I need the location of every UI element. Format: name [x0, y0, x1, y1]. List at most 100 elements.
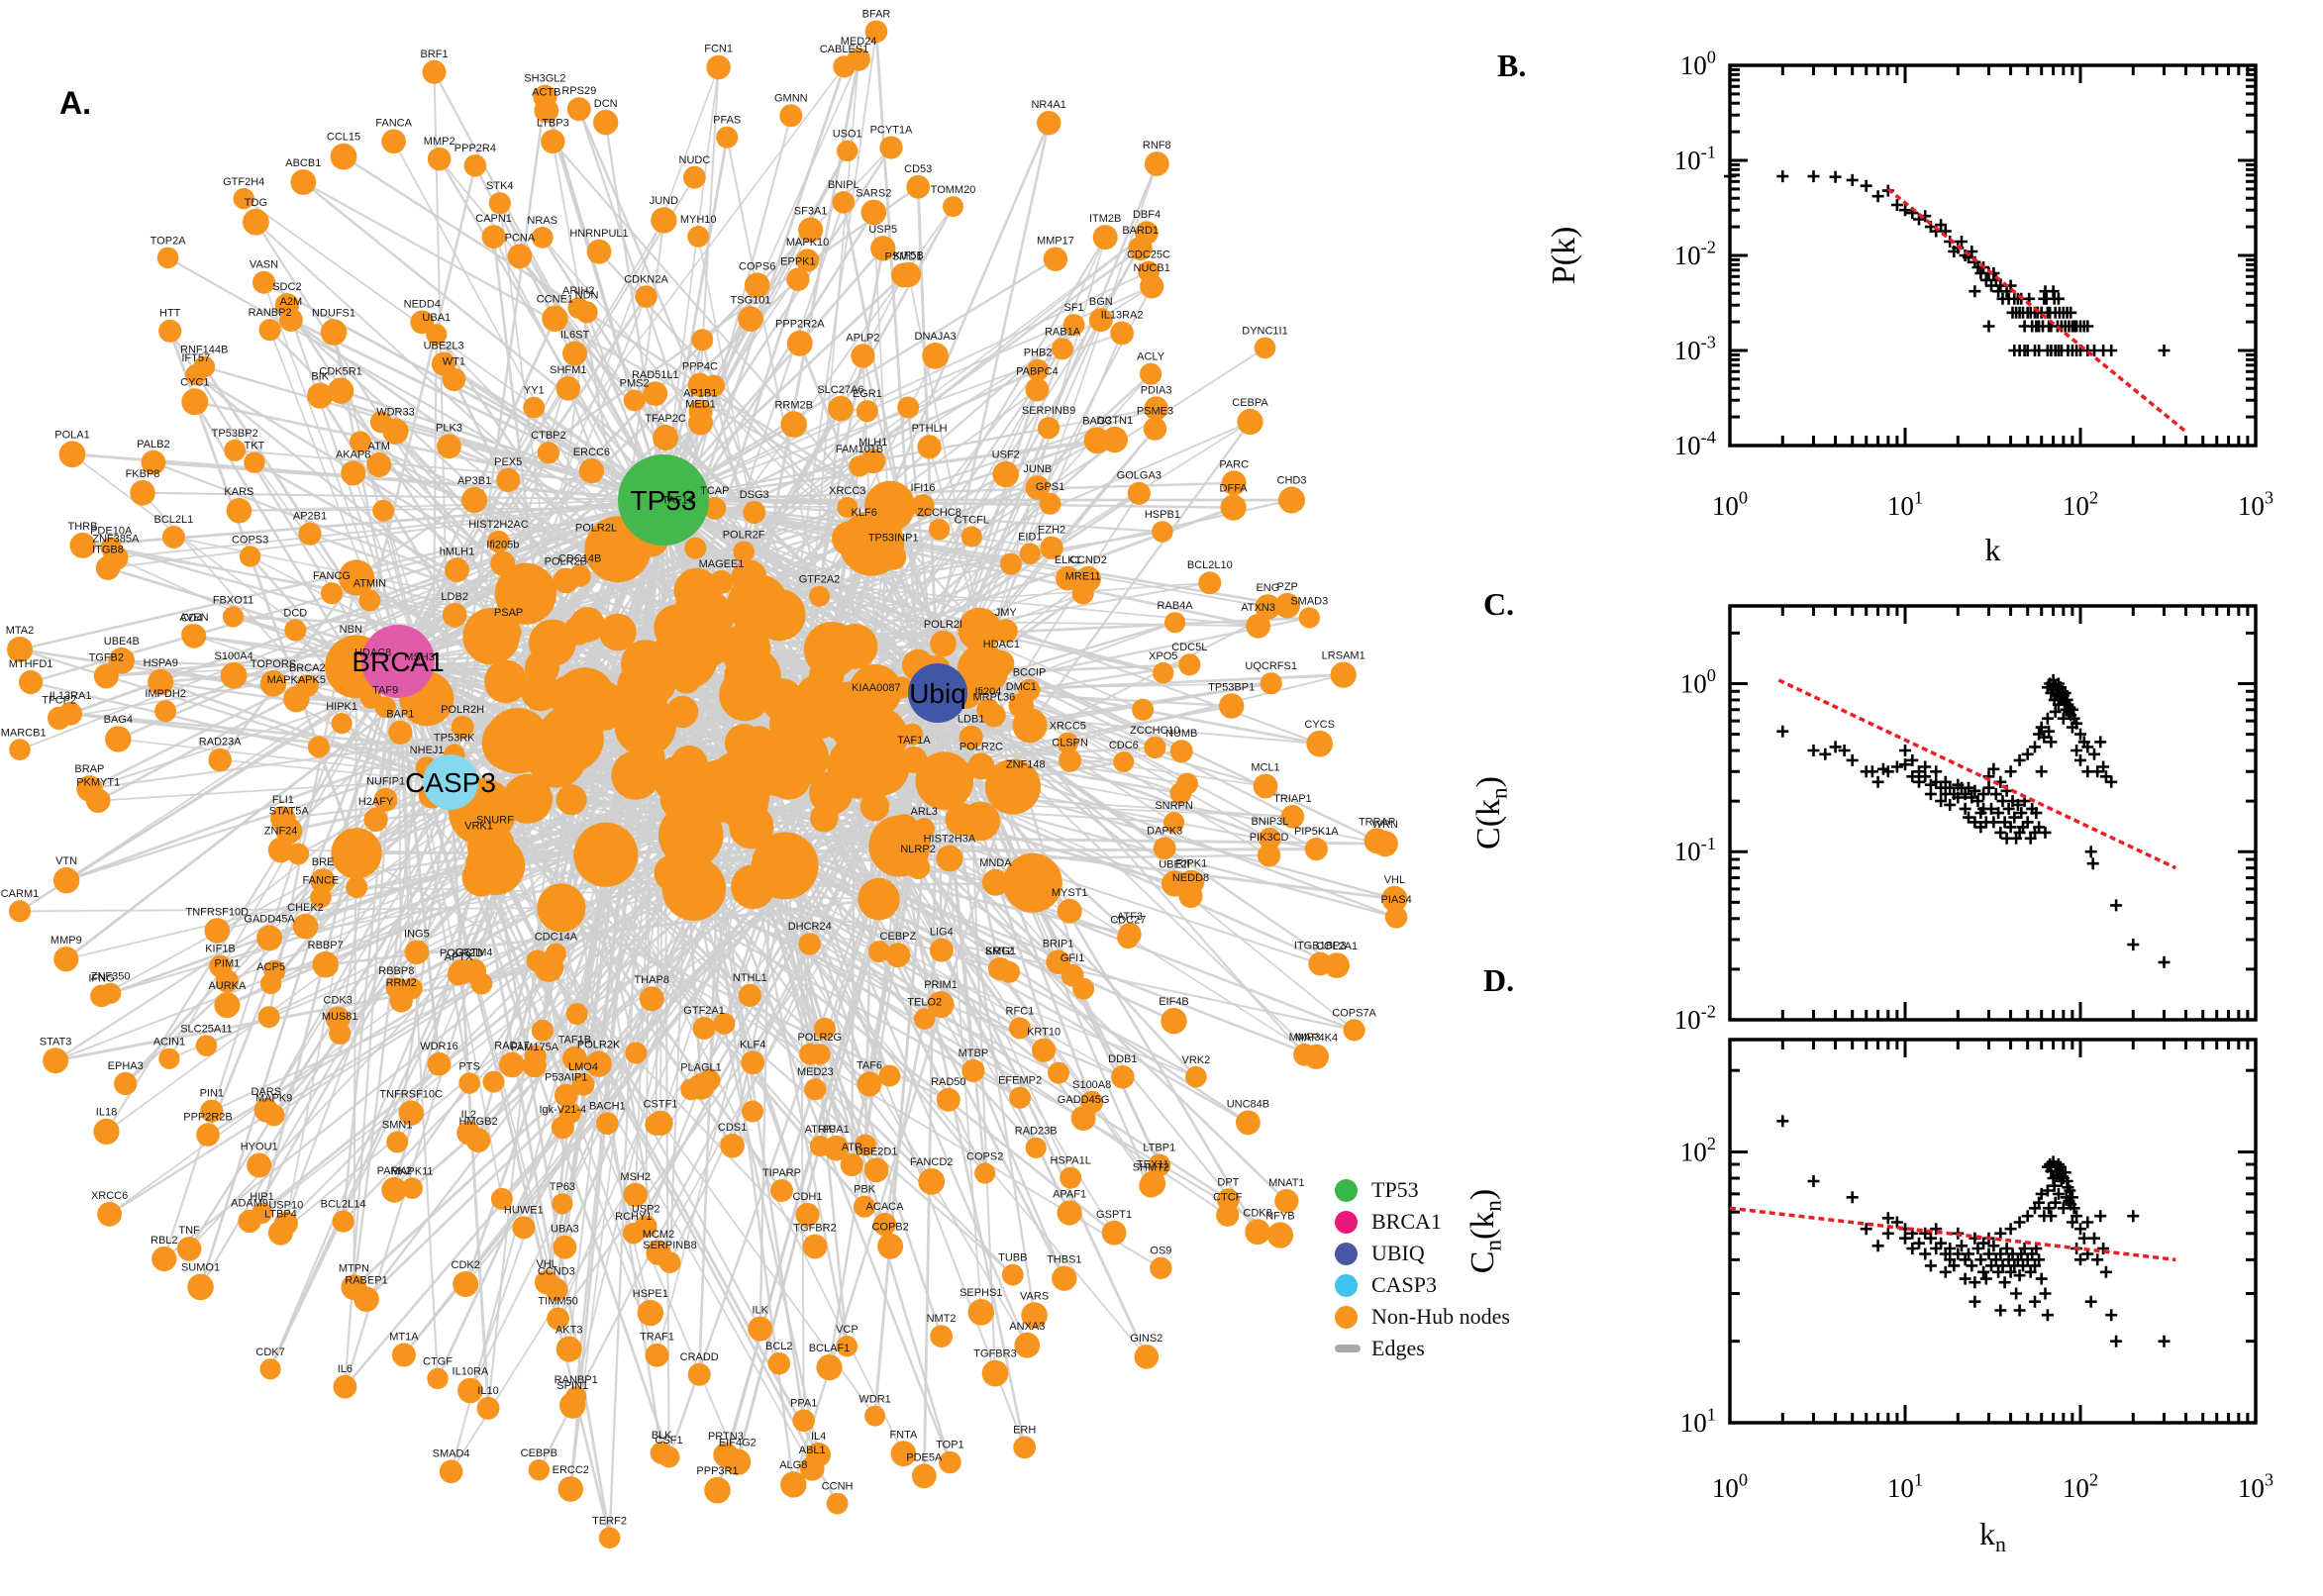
- network-node: [259, 670, 287, 697]
- network-node-label: HIP1: [250, 1191, 273, 1203]
- network-node-label: CDK3: [324, 995, 353, 1007]
- network-node-label: EIF4G2: [719, 1437, 757, 1448]
- network-node-label: PLK3: [436, 422, 462, 434]
- network-node: [130, 480, 155, 506]
- network-node: [200, 1099, 224, 1123]
- network-node-label: HUWE1: [504, 1204, 544, 1216]
- network-node-label: XRCC3: [829, 485, 865, 497]
- network-edge: [202, 365, 400, 662]
- network-edge: [548, 966, 876, 1417]
- network-node-label: BCL2: [765, 1341, 793, 1352]
- network-node-label: PHB2: [1024, 348, 1053, 359]
- network-node-label: IL6: [338, 1363, 353, 1375]
- network-edge: [701, 339, 795, 726]
- network-node-label: FAM101B: [836, 444, 883, 455]
- network-node-label: ATRIP: [805, 1124, 837, 1136]
- network-node-label: PPP2R2B: [183, 1111, 233, 1123]
- network-node: [193, 355, 216, 378]
- network-node-label: VARS: [1020, 1290, 1049, 1302]
- network-node: [733, 541, 755, 563]
- network-node: [688, 399, 713, 424]
- network-node: [586, 239, 612, 264]
- network-edge: [342, 660, 400, 1222]
- network-node: [1278, 486, 1305, 514]
- network-node-label: LTBP3: [537, 118, 569, 130]
- network-node-label: UBE2I: [1159, 858, 1190, 870]
- network-node: [105, 726, 132, 752]
- network-node: [239, 546, 261, 567]
- network-edge: [253, 461, 399, 662]
- network-node-label: ACP5: [256, 961, 285, 973]
- network-node-label: ZCCHC8: [917, 507, 961, 519]
- network-node-label: HMGB2: [458, 1116, 497, 1128]
- network-node: [1027, 358, 1050, 381]
- scatter-points-C: [1776, 673, 2171, 968]
- network-node: [279, 308, 303, 332]
- network-node: [259, 1358, 281, 1380]
- network-node-label: BRCA2: [289, 662, 326, 674]
- network-node-label: DARS: [252, 1086, 282, 1098]
- network-node-label: HIST2H2AC: [468, 519, 529, 531]
- network-node-label: MTHFD1: [9, 658, 53, 670]
- y-tick-label: 10-1: [1674, 834, 1716, 866]
- network-node-label: CTGF: [423, 1356, 453, 1368]
- network-node: [499, 1051, 525, 1078]
- network-node: [930, 630, 957, 657]
- network-node: [1019, 543, 1042, 564]
- network-node-label: RAD23A: [199, 737, 242, 748]
- network-core-node: [573, 822, 639, 887]
- network-node: [1236, 1110, 1261, 1136]
- network-node-label: ERCC2: [553, 1464, 589, 1476]
- panel-c-label: C.: [1483, 586, 1515, 622]
- network-node-label: MSH3: [404, 651, 435, 663]
- network-edge: [480, 876, 813, 1469]
- network-node: [381, 129, 406, 154]
- network-node: [545, 943, 567, 964]
- network-node-label: UBA3: [551, 1224, 579, 1236]
- network-edge: [449, 781, 490, 1409]
- network-node: [456, 1121, 481, 1146]
- network-node: [584, 534, 608, 557]
- network-node: [645, 1343, 669, 1367]
- network-node: [906, 854, 931, 880]
- network-node-label: PDIA3: [1141, 384, 1172, 396]
- network-node-label: SPIN1: [556, 1380, 588, 1392]
- network-core-node: [614, 694, 677, 756]
- network-node-label: MNAT1: [1268, 1177, 1304, 1189]
- network-node: [252, 270, 275, 294]
- network-node: [114, 1071, 138, 1096]
- network-node: [1259, 827, 1281, 850]
- network-node-label: RBBP7: [308, 940, 344, 951]
- network-node: [1260, 672, 1282, 695]
- network-node-label: SUMO1: [181, 1262, 220, 1274]
- network-core-node: [537, 705, 604, 772]
- network-node-label: TP63: [550, 1181, 575, 1193]
- network-node-label: TOP2A: [151, 236, 187, 248]
- network-node: [1245, 1219, 1270, 1246]
- network-node: [1163, 812, 1185, 834]
- network-node-label: MAGEE1: [699, 558, 745, 570]
- network-node-label: PPA1: [790, 1398, 817, 1410]
- network-node: [698, 1069, 721, 1091]
- network-node-label: POLR2H: [441, 704, 484, 716]
- network-edge: [355, 852, 538, 962]
- network-node-label: MNDA: [979, 857, 1012, 869]
- network-node-label: TGFBR2: [793, 1223, 836, 1235]
- network-node-label: EFEMP2: [998, 1075, 1042, 1087]
- network-node: [559, 1392, 586, 1419]
- network-node-label: GTF2A1: [683, 1005, 725, 1017]
- network-node: [457, 1377, 483, 1404]
- legend-edge-swatch: [1335, 1345, 1361, 1352]
- network-node: [918, 1168, 946, 1195]
- network-node-label: FAM175A: [511, 1042, 559, 1053]
- network-edge: [71, 452, 664, 502]
- network-node-label: PPP4C: [682, 361, 718, 373]
- network-node: [161, 526, 185, 549]
- network-node-label: ILK: [752, 1305, 768, 1317]
- network-node-label: CTCF: [1213, 1192, 1243, 1204]
- network-node: [556, 1336, 582, 1362]
- network-node: [7, 637, 33, 662]
- network-node: [410, 310, 435, 335]
- network-node-label: RANBP2: [249, 307, 292, 319]
- network-node: [156, 247, 179, 269]
